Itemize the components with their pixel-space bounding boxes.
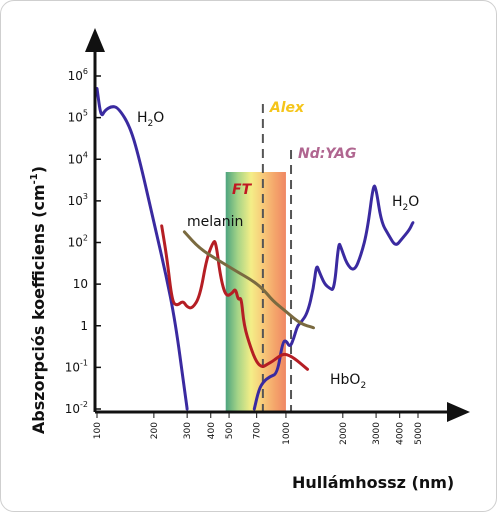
label-ft: FT — [232, 182, 253, 198]
label-h2o-ir-sub: 2 — [403, 203, 409, 213]
x-tick-label: 400 — [207, 422, 217, 439]
y-axis-title: Abszorpciós koefficiens (cm-1) — [29, 166, 48, 434]
x-axis-title: Hullámhossz (nm) — [292, 473, 454, 492]
laser-label-alex: Alex — [269, 100, 305, 116]
y-axis-title-sup: -1 — [29, 173, 40, 184]
series-hbo2 — [160, 224, 309, 371]
y-axis-arrow-icon — [85, 28, 105, 52]
y-tick-label: 103 — [68, 192, 88, 208]
x-tick-label: 700 — [253, 422, 263, 439]
label-h2o-uv-o: O — [153, 110, 164, 126]
x-tick-label: 500 — [225, 422, 235, 439]
label-h2o-ir-h: H — [392, 194, 403, 210]
y-tick-label: 10 — [73, 277, 88, 291]
series-melanin — [182, 230, 315, 330]
label-h2o-uv-sub: 2 — [148, 119, 154, 129]
label-melanin: melanin — [187, 214, 243, 230]
series-h2o-ir — [252, 184, 415, 411]
axis-layer — [85, 28, 470, 422]
label-hbo2-main: HbO — [330, 372, 360, 388]
x-tick-label: 100 — [93, 422, 103, 439]
y-tick-label: 10-1 — [65, 358, 88, 374]
laser-label-ndyag: Nd:YAG — [298, 146, 356, 162]
x-tick-label: 200 — [150, 422, 160, 439]
series-layer — [95, 87, 415, 411]
label-h2o-uv-h: H — [137, 110, 148, 126]
y-tick-label: 10-2 — [65, 400, 88, 416]
label-hbo2-sub: 2 — [360, 381, 366, 391]
x-axis-arrow-icon — [447, 402, 470, 422]
y-tick-label: 106 — [68, 67, 88, 83]
laser-layer: Alex Nd:YAG — [261, 100, 356, 412]
y-tick-label: 105 — [68, 109, 88, 125]
annotation-layer: Hullámhossz (nm) Abszorpciós koefficiens… — [29, 110, 454, 492]
label-h2o-uv: H2O — [137, 110, 164, 129]
label-h2o-ir: H2O — [392, 194, 419, 213]
y-axis-title-main: Abszorpciós koefficiens (cm — [29, 184, 48, 434]
series-h2o-uv — [95, 87, 189, 411]
x-tick-label: 2000 — [339, 422, 349, 445]
x-tick-label: 300 — [183, 422, 193, 439]
label-h2o-ir-o: O — [408, 194, 419, 210]
y-tick-label: 102 — [68, 234, 88, 250]
x-tick-label: 3000 — [372, 422, 382, 445]
label-hbo2: HbO2 — [330, 372, 366, 391]
x-tick-label: 1000 — [282, 422, 292, 445]
y-tick-label: 1 — [80, 319, 88, 333]
x-tick-layer: 100 200 300 400 500 700 1000 2000 3000 4000 5000 — [93, 412, 424, 445]
y-axis-title-end: ) — [29, 166, 48, 173]
x-tick-label: 5000 — [414, 422, 424, 445]
y-tick-label: 104 — [68, 150, 88, 166]
x-tick-label: 4000 — [396, 422, 406, 445]
